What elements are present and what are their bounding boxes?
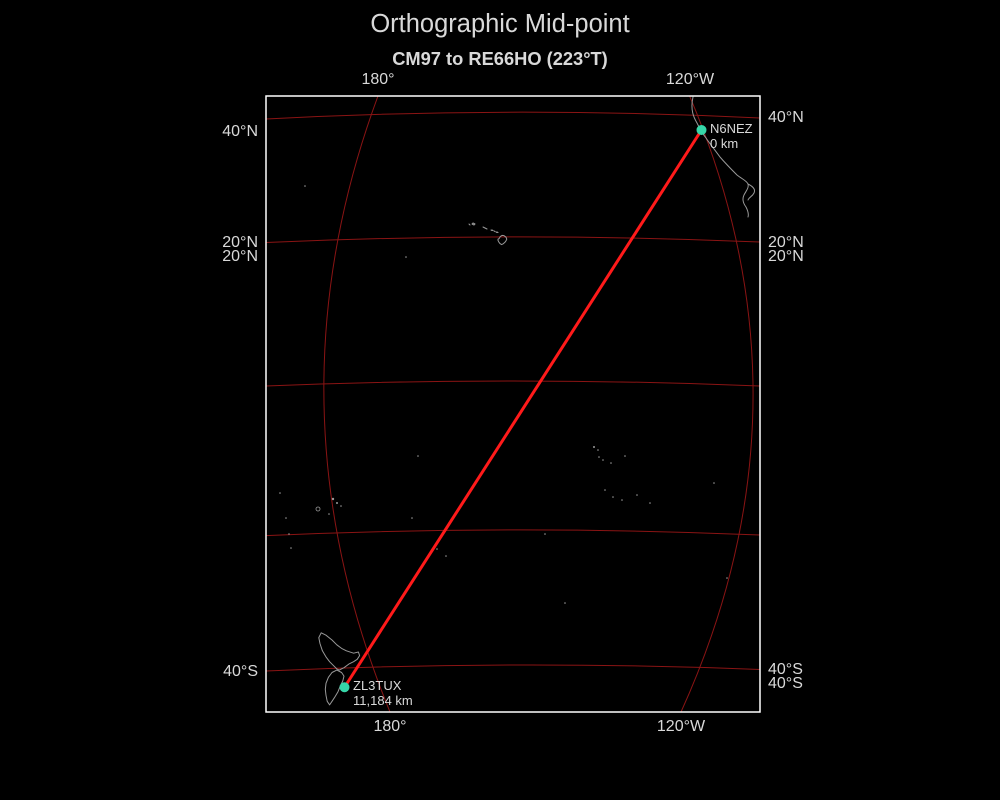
svg-text:40°S: 40°S bbox=[768, 675, 803, 692]
svg-text:0 km: 0 km bbox=[710, 136, 738, 151]
svg-text:120°W: 120°W bbox=[657, 718, 706, 735]
svg-text:40°N: 40°N bbox=[768, 109, 804, 126]
svg-text:CM97 to RE66HO (223°T): CM97 to RE66HO (223°T) bbox=[392, 48, 608, 69]
svg-text:11,184 km: 11,184 km bbox=[353, 693, 413, 708]
svg-text:20°N: 20°N bbox=[222, 248, 258, 265]
svg-text:N6NEZ: N6NEZ bbox=[710, 121, 753, 136]
svg-text:40°N: 40°N bbox=[222, 123, 258, 140]
svg-text:180°: 180° bbox=[373, 718, 406, 735]
svg-text:20°N: 20°N bbox=[768, 248, 804, 265]
svg-text:Orthographic Mid-point: Orthographic Mid-point bbox=[370, 10, 629, 38]
svg-text:40°S: 40°S bbox=[223, 663, 258, 680]
svg-text:120°W: 120°W bbox=[666, 71, 715, 88]
svg-text:ZL3TUX: ZL3TUX bbox=[353, 678, 402, 693]
svg-text:180°: 180° bbox=[361, 71, 394, 88]
